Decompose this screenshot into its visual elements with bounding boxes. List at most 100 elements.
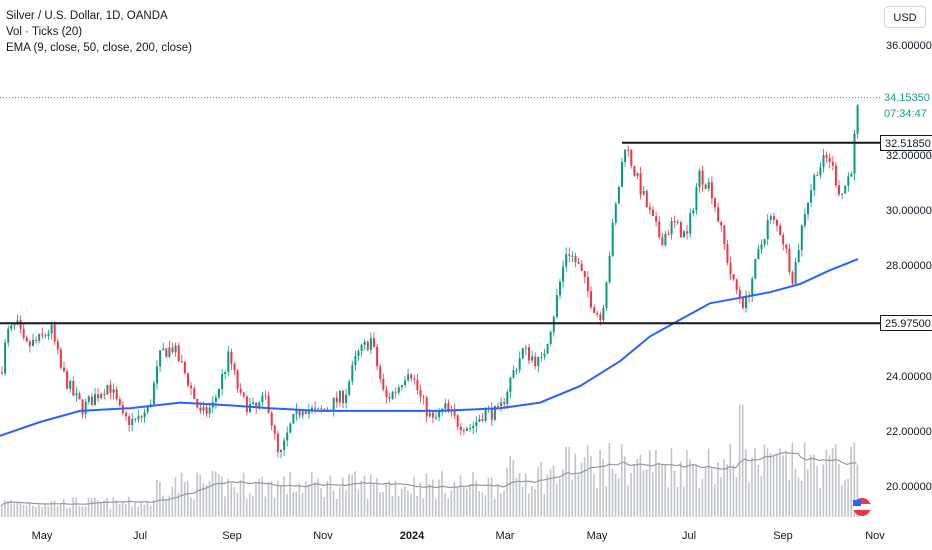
candle-body xyxy=(590,291,592,308)
candle-body xyxy=(686,231,689,234)
candle-body xyxy=(385,389,388,397)
volume-bar xyxy=(481,492,484,517)
candle-body xyxy=(66,371,69,389)
candle-body xyxy=(239,388,242,393)
volume-bar xyxy=(639,454,642,517)
volume-bar xyxy=(366,498,369,517)
candle-body xyxy=(695,187,698,211)
volume-bar xyxy=(63,498,65,517)
candle-body xyxy=(586,276,589,292)
volume-bar xyxy=(419,482,422,517)
candle-body xyxy=(614,203,617,223)
candle-body xyxy=(546,343,549,354)
candle-body xyxy=(289,423,292,433)
volume-bar xyxy=(704,467,707,517)
candle-body xyxy=(810,190,813,203)
flag-icon[interactable] xyxy=(853,498,871,516)
candle-body xyxy=(307,409,310,414)
candle-body xyxy=(314,407,317,409)
volume-bar xyxy=(630,473,632,517)
volume-bar xyxy=(779,448,781,517)
candle-body xyxy=(735,279,738,291)
volume-bar xyxy=(394,480,397,517)
candle-body xyxy=(174,345,177,353)
volume-bar xyxy=(670,448,673,517)
legend-ema[interactable]: EMA (9, close, 50, close, 200, close) xyxy=(6,42,193,54)
volume-bar xyxy=(59,504,62,517)
volume-bar xyxy=(590,455,592,517)
candle-body xyxy=(856,105,859,134)
candle-body xyxy=(221,373,224,389)
candle-body xyxy=(382,378,385,390)
candle-body xyxy=(847,176,850,186)
candle-body xyxy=(109,384,112,393)
candle-body xyxy=(53,324,56,342)
volume-bar xyxy=(686,450,688,517)
volume-bar xyxy=(38,504,40,517)
volume-bar xyxy=(518,473,521,517)
candle-body xyxy=(490,407,493,420)
candle-body xyxy=(788,248,791,272)
candle-body xyxy=(103,394,106,396)
candle-body xyxy=(100,394,103,399)
candle-body xyxy=(159,350,162,367)
price-axis-label: 30.00000 xyxy=(886,205,932,218)
legend-volume[interactable]: Vol · Ticks (20) xyxy=(6,26,83,38)
candle-body xyxy=(137,416,140,420)
candle-body xyxy=(295,409,298,414)
currency-button[interactable]: USD xyxy=(884,6,926,28)
candle-body xyxy=(552,317,555,332)
candle-body xyxy=(59,349,62,368)
candle-body xyxy=(236,370,239,389)
candle-body xyxy=(81,399,84,415)
candle-body xyxy=(171,347,174,353)
candle-body xyxy=(28,341,31,346)
volume-bar xyxy=(404,486,406,517)
volume-bar xyxy=(602,458,604,517)
legend-symbol[interactable]: Silver / U.S. Dollar, 1D, OANDA xyxy=(6,10,168,22)
time-axis-label: Jul xyxy=(132,530,148,542)
volume-bar xyxy=(456,486,459,517)
volume-bar xyxy=(90,497,93,517)
volume-bar xyxy=(267,482,270,517)
candle-body xyxy=(791,271,794,284)
candle-body xyxy=(596,312,599,315)
candle-body xyxy=(583,270,586,277)
candle-body xyxy=(726,243,729,263)
volume-bar xyxy=(75,497,77,517)
volume-bar xyxy=(208,481,211,517)
volume-bar xyxy=(717,461,719,517)
volume-bar xyxy=(745,449,747,517)
candle-body xyxy=(261,395,264,403)
volume-bar xyxy=(478,491,480,517)
candle-body xyxy=(326,409,329,411)
volume-bar xyxy=(230,483,232,517)
volume-bar xyxy=(807,468,809,517)
volume-bar xyxy=(571,479,573,517)
volume-bar xyxy=(311,471,313,517)
volume-bar xyxy=(462,487,465,517)
volume-bar xyxy=(227,478,229,517)
volume-bar xyxy=(583,457,586,517)
volume-bar xyxy=(345,490,347,517)
candle-body xyxy=(214,397,217,403)
candle-body xyxy=(484,408,487,422)
volume-bar xyxy=(760,476,763,517)
volume-bar xyxy=(314,482,316,517)
volume-bar xyxy=(428,484,431,517)
volume-bar xyxy=(348,474,350,517)
last-price-tag: 34.15350 xyxy=(880,89,932,106)
candle-body xyxy=(645,190,648,207)
resistance-price-tag: 32.51850 xyxy=(880,134,932,151)
volume-bar xyxy=(552,465,555,517)
volume-bar xyxy=(171,486,174,517)
time-axis-label: May xyxy=(31,530,53,542)
volume-bar xyxy=(500,493,502,517)
candle-body xyxy=(447,403,450,411)
candle-body xyxy=(125,413,127,417)
candle-body xyxy=(50,324,53,334)
candle-body xyxy=(574,255,577,263)
chart-legend: Silver / U.S. Dollar, 1D, OANDA Vol · Ti… xyxy=(6,8,192,56)
volume-bar xyxy=(819,487,821,517)
